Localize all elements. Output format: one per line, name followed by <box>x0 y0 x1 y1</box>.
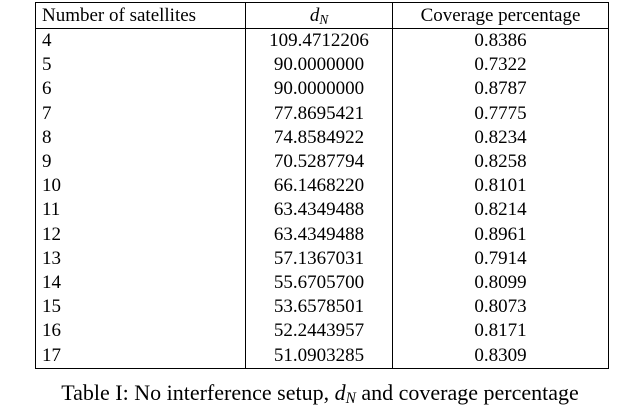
caption: Table I: No interference setup, dN and c… <box>0 380 640 406</box>
table-cell: 66.1468220 <box>245 174 393 199</box>
table-cell: 0.7322 <box>474 54 527 76</box>
table-header: Number of satellites dN Coverage percent… <box>35 2 609 29</box>
header-cell: Coverage percentage <box>392 2 609 29</box>
table-cell: 8 <box>35 125 246 150</box>
table-cell: 14 <box>35 270 246 296</box>
table-row: 12 63.4349488 0.8961 <box>35 222 609 247</box>
table-cell: 11 <box>35 198 246 223</box>
table-cell: 109.4712206 <box>245 28 393 54</box>
table-cell: 0.7914 <box>474 247 527 269</box>
table-cell: 70.5287794 <box>245 149 393 175</box>
caption-text: and coverage percentage <box>355 380 579 405</box>
table-cell: 0.8073 <box>474 296 527 318</box>
table-cell: 0.7775 <box>474 102 527 124</box>
table-cell: 74.8584922 <box>245 125 393 150</box>
symbol: d <box>334 380 346 405</box>
table-cell: 90.0000000 <box>245 53 393 78</box>
table-row: 10 66.1468220 0.8101 <box>35 174 609 199</box>
table-cell: 0.8961 <box>474 223 527 245</box>
table-cell: 0.8099 <box>474 271 527 293</box>
table-cell: 12 <box>35 222 246 247</box>
table-body: 4 109.4712206 0.8386 5 90.0000000 0.7322 6 90.0… <box>35 28 609 369</box>
table-cell: 5 <box>35 53 246 78</box>
table-cell: 0.8171 <box>474 320 527 342</box>
table-row: 5 90.0000000 0.7322 <box>35 53 609 78</box>
table-cell: 57.1367031 <box>245 246 393 271</box>
table-cell: 6 <box>35 77 246 102</box>
table-cell: 0.8101 <box>474 175 527 197</box>
data-table: Number of satellites dN Coverage percent… <box>35 2 609 369</box>
table-cell: 0.8386 <box>474 30 527 52</box>
table-cell: 90.0000000 <box>245 77 393 102</box>
table-cell: 77.8695421 <box>245 101 393 126</box>
table-cell: 51.0903285 <box>245 343 393 369</box>
table-cell: 63.4349488 <box>245 222 393 247</box>
table-row: 13 57.1367031 0.7914 <box>35 246 609 271</box>
table-cell: 63.4349488 <box>245 198 393 223</box>
table-cell: 0.8309 <box>474 344 527 366</box>
table-cell: 15 <box>35 295 246 320</box>
subscript: N <box>345 390 356 407</box>
table-row: 15 53.6578501 0.8073 <box>35 295 609 320</box>
table-cell: 52.2443957 <box>245 319 393 344</box>
table-cell: 7 <box>35 101 246 126</box>
table-cell: 0.8214 <box>474 199 527 221</box>
table-cell: 0.8234 <box>474 126 527 148</box>
table-row: 14 55.6705700 0.8099 <box>35 270 609 296</box>
header-cell: Number of satellites <box>35 2 246 29</box>
table-cell: 13 <box>35 246 246 271</box>
subscript: N <box>319 11 329 27</box>
table-row: 16 52.2443957 0.8171 <box>35 319 609 344</box>
table-row: 11 63.4349488 0.8214 <box>35 198 609 223</box>
table-cell: 16 <box>35 319 246 344</box>
symbol: d <box>309 4 320 26</box>
table-cell: 55.6705700 <box>245 270 393 296</box>
caption-text: Table I: No interference setup, <box>61 380 335 405</box>
table-row: 6 90.0000000 0.8787 <box>35 77 609 102</box>
table-row: 4 109.4712206 0.8386 <box>35 28 609 54</box>
table-row: 17 51.0903285 0.8309 <box>35 343 609 369</box>
table-cell: 10 <box>35 174 246 199</box>
table-cell: 4 <box>35 28 246 54</box>
table-cell: 53.6578501 <box>245 295 393 320</box>
header-cell: dN <box>245 2 393 29</box>
table-row: 7 77.8695421 0.7775 <box>35 101 609 126</box>
table-cell: 0.8258 <box>474 151 527 173</box>
table-cell: 0.8787 <box>474 78 527 100</box>
table-cell: 17 <box>35 343 246 369</box>
table-cell: 9 <box>35 149 246 175</box>
table-row: 9 70.5287794 0.8258 <box>35 149 609 175</box>
table-row: 8 74.8584922 0.8234 <box>35 125 609 150</box>
header-row: Number of satellites dN Coverage percent… <box>35 2 609 29</box>
